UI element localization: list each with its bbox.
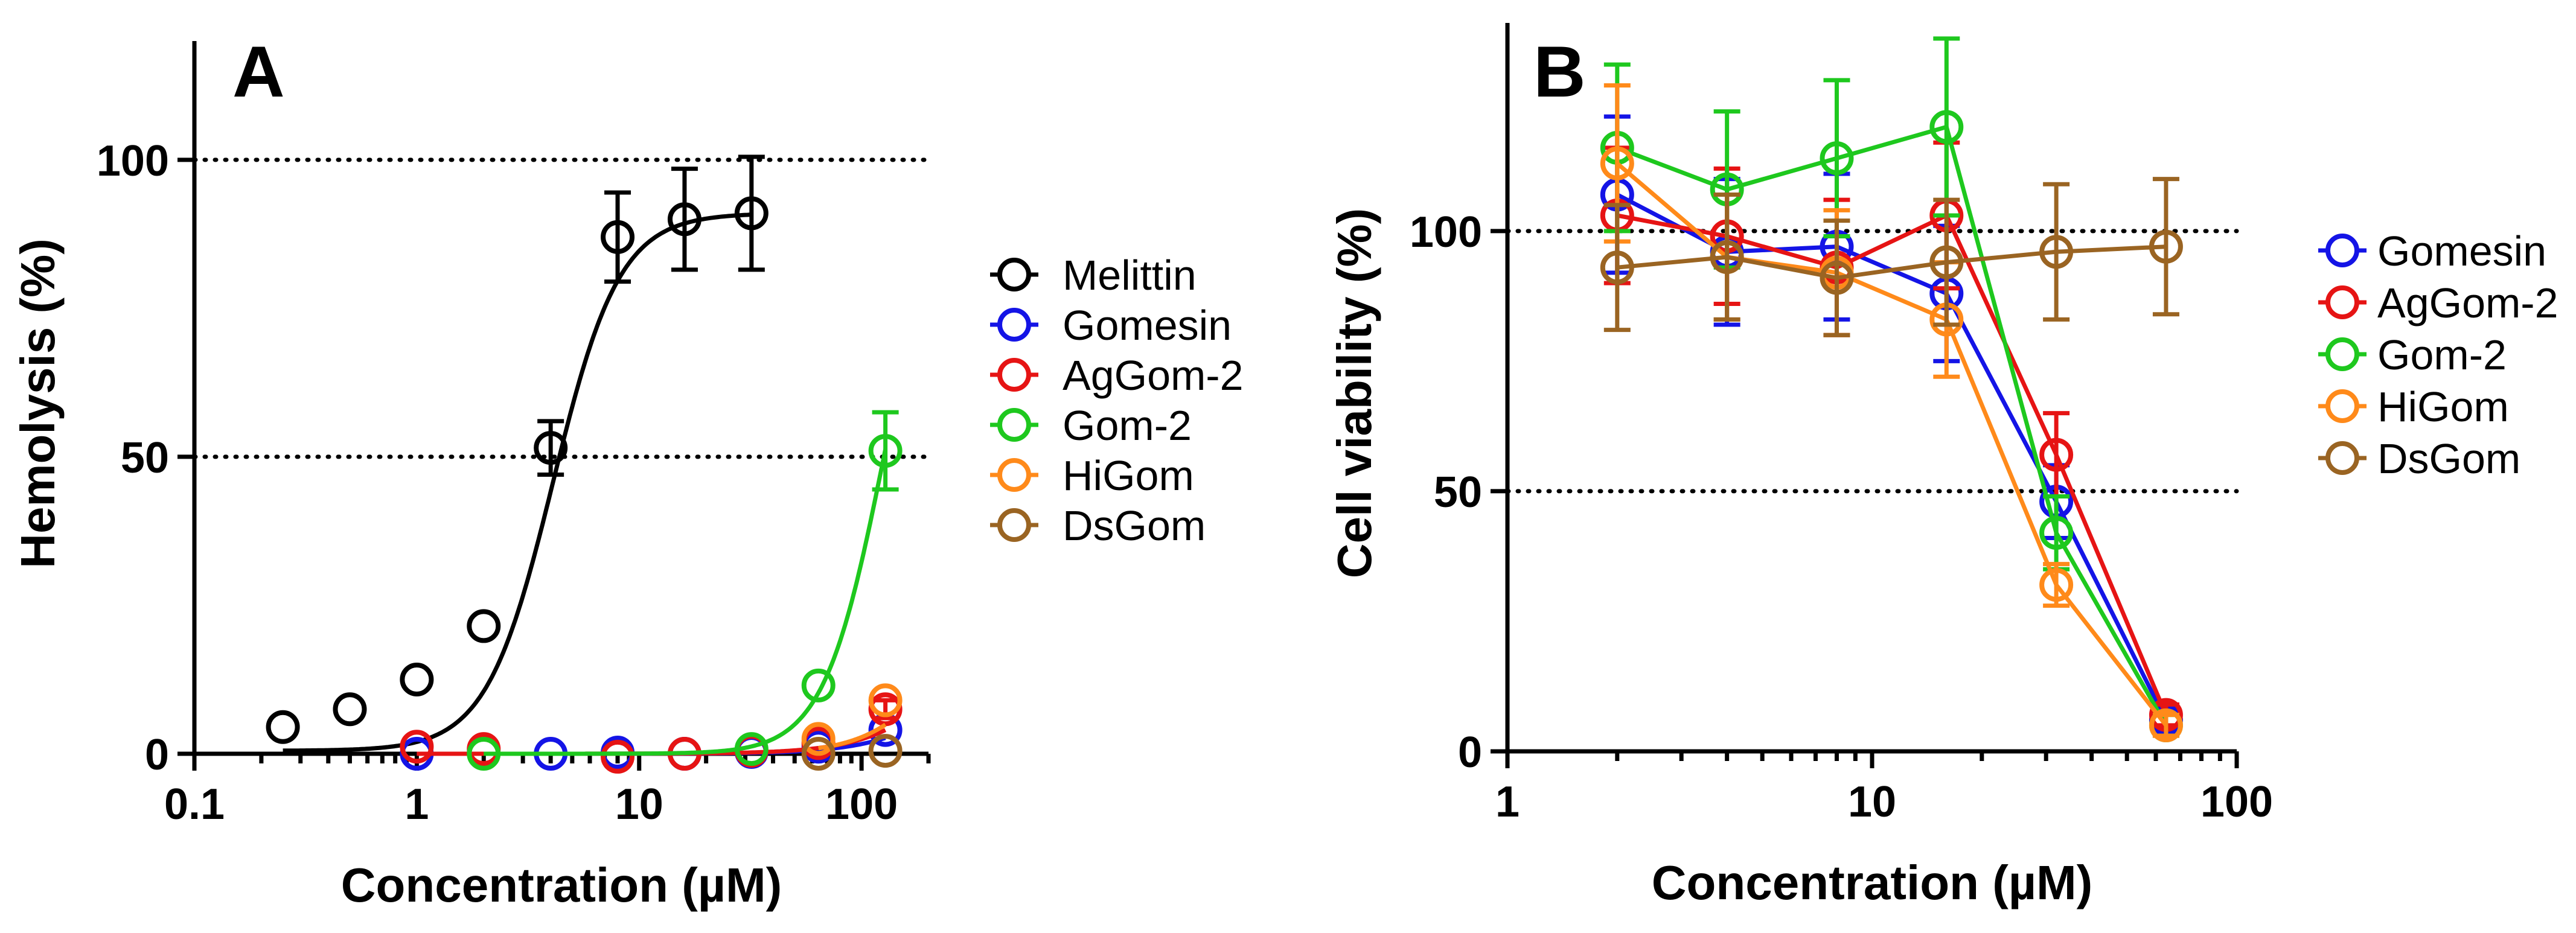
panel-a: 0 50 100 0.1 1 10 100 Concentration (µM) Hemolys…: [11, 31, 1244, 912]
legend-label: Gomesin: [1063, 302, 1232, 349]
y-tick-label: 50: [1434, 468, 1482, 517]
legend-label: Gom-2: [2377, 331, 2507, 378]
data-point: [734, 732, 769, 766]
y-tick-label: 100: [1410, 208, 1482, 256]
data-point: [868, 734, 903, 768]
data-point: [333, 692, 367, 727]
data-point: [2039, 515, 2074, 550]
legend-label: Melittin: [1063, 252, 1197, 299]
legend-swatch-marker: [997, 308, 1031, 342]
data-point: [601, 739, 635, 774]
legend-swatch-marker: [997, 508, 1031, 542]
data-point: [400, 662, 434, 696]
legend-swatch-marker: [2325, 285, 2359, 319]
legend-swatch-marker: [997, 358, 1031, 392]
legend-label: DsGom: [1063, 502, 1206, 549]
data-point: [467, 737, 501, 771]
legend-label: HiGom: [1063, 452, 1194, 499]
x-tick-label: 10: [1848, 778, 1896, 826]
data-point: [801, 668, 836, 702]
series-line: [1617, 244, 2167, 280]
data-point: [868, 434, 903, 468]
legend-swatch-marker: [997, 408, 1031, 442]
legend-label: Gom-2: [1063, 402, 1192, 449]
data-point: [2039, 568, 2074, 602]
panel-label: B: [1533, 31, 1586, 112]
x-tick-label: 100: [2200, 778, 2273, 826]
series-gomesin: [1600, 114, 2183, 737]
data-point: [2149, 708, 2183, 742]
data-point: [266, 710, 300, 744]
data-point: [868, 683, 903, 718]
x-axis-title: Concentration (µM): [341, 858, 782, 912]
fit-curve: [283, 212, 752, 753]
legend-label: AgGom-2: [2377, 279, 2558, 326]
y-axis-title: Cell viability (%): [1328, 208, 1381, 578]
data-point: [2039, 438, 2074, 472]
data-point: [534, 431, 568, 465]
data-point: [667, 202, 702, 237]
data-point: [868, 692, 903, 727]
x-tick-label: 100: [825, 780, 898, 829]
x-tick-label: 1: [404, 780, 429, 829]
x-tick-label: 10: [615, 780, 663, 829]
panel-label: A: [232, 31, 285, 112]
data-point: [801, 722, 836, 756]
series-line: [1617, 212, 2169, 716]
series-higom: [1600, 83, 2183, 742]
y-axis-title: Hemolysis (%): [11, 238, 65, 568]
legend-swatch-marker: [2325, 389, 2359, 423]
series-line: [1616, 162, 2168, 727]
legend-swatch-marker: [997, 458, 1031, 492]
data-point: [1600, 146, 1634, 180]
data-point: [1710, 240, 1744, 274]
series-melittin: [266, 154, 769, 753]
series-dsgom: [801, 734, 903, 771]
data-point: [400, 730, 434, 764]
data-point: [1929, 110, 1964, 144]
legend-label: HiGom: [2377, 383, 2509, 430]
y-tick-label: 0: [1458, 728, 1482, 777]
data-point: [2039, 235, 2074, 269]
data-point: [1600, 250, 1634, 285]
legend-swatch-marker: [997, 258, 1031, 291]
x-axis-title: Concentration (µM): [1652, 856, 2092, 909]
y-tick-label: 0: [145, 731, 169, 779]
y-tick-label: 100: [97, 137, 169, 185]
legend-label: AgGom-2: [1063, 352, 1244, 399]
data-point: [1929, 245, 1964, 279]
legend-label: DsGom: [2377, 435, 2520, 482]
x-tick-label: 1: [1495, 778, 1520, 826]
series-gom-2: [467, 410, 903, 771]
data-point: [1820, 141, 1854, 176]
series-line: [1616, 124, 2168, 727]
series-line: [1616, 193, 2169, 721]
data-point: [734, 196, 769, 231]
legend-label: Gomesin: [2377, 228, 2546, 275]
data-point: [2149, 229, 2183, 264]
legend-swatch-marker: [2325, 441, 2359, 475]
panel-b: 0 50 100 1 10 100 Concentration (µM) Cell viabi…: [1328, 23, 2558, 909]
legend-swatch-marker: [2325, 337, 2359, 371]
data-point: [1820, 261, 1854, 295]
y-tick-label: 50: [121, 434, 169, 482]
data-point: [467, 609, 501, 643]
series-dsgom: [1600, 177, 2183, 337]
fit-curve: [484, 448, 888, 756]
legend-swatch-marker: [2325, 234, 2359, 267]
data-point: [801, 737, 836, 771]
data-point: [601, 220, 635, 254]
x-tick-label: 0.1: [164, 780, 225, 829]
